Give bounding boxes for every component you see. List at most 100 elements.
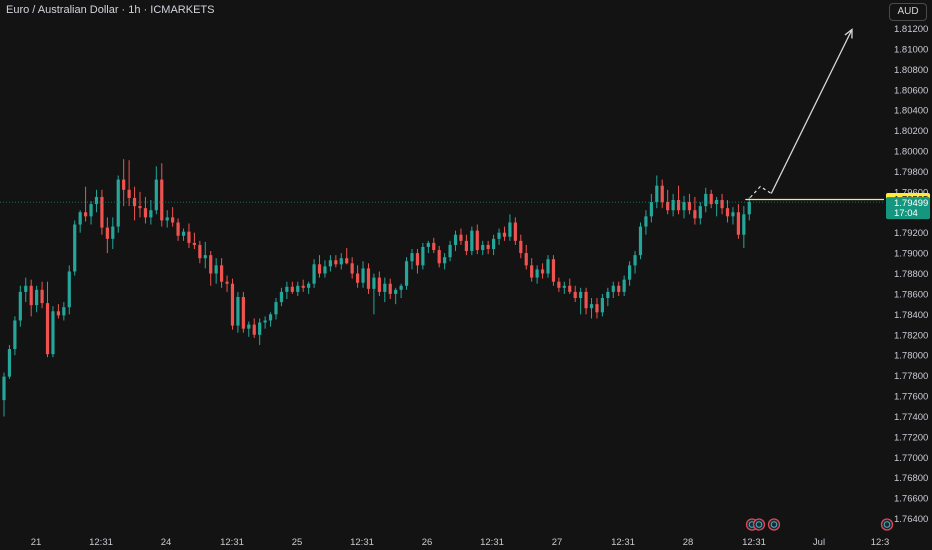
candle-up: [404, 261, 409, 286]
candle-down: [666, 202, 670, 211]
event-icon[interactable]: [752, 518, 766, 531]
candle-down: [127, 189, 131, 198]
projection-dashed-path: [749, 185, 772, 198]
candle-up: [562, 285, 566, 288]
price-tick-label: 1.76400: [894, 514, 928, 525]
candle-down: [198, 244, 202, 259]
candle-down: [122, 179, 126, 190]
candle-up: [2, 376, 6, 401]
price-tick-label: 1.76800: [894, 473, 928, 484]
price-tick-label: 1.76600: [894, 494, 928, 505]
symbol-title[interactable]: Euro / Australian Dollar · 1h · ICMARKET…: [6, 4, 215, 16]
trend-arrow-line: [770, 29, 853, 194]
candle-down: [432, 242, 436, 251]
price-tick-label: 1.77600: [894, 392, 928, 403]
candle-down: [660, 185, 664, 203]
candle-up: [421, 246, 425, 266]
candle-up: [443, 257, 447, 264]
candle-down: [356, 273, 360, 283]
candle-down: [334, 260, 338, 265]
candle-up: [181, 231, 186, 236]
price-tick-label: 1.80800: [894, 65, 928, 76]
candle-down: [584, 291, 588, 309]
candle-down: [29, 285, 33, 306]
price-tick-label: 1.77400: [894, 412, 928, 423]
countdown-label: 17:04: [894, 208, 918, 219]
candle-down: [736, 212, 740, 235]
candle-down: [45, 303, 50, 355]
candle-down: [105, 227, 109, 239]
time-axis[interactable]: 21 12:31 24 12:31 25 12:31 26 12:31 27 12:31 28 12:…: [31, 537, 890, 548]
trend-arrow-head: [844, 28, 853, 39]
candle-down: [687, 202, 692, 211]
time-tick-label: 28: [683, 537, 694, 548]
candle-down: [160, 179, 164, 221]
candle-down: [530, 265, 534, 278]
candle-up: [628, 265, 632, 280]
time-tick-label: 27: [552, 537, 563, 548]
candle-up: [247, 324, 251, 329]
candle-up: [78, 212, 82, 225]
candle-down: [241, 296, 245, 329]
candle-down: [693, 210, 697, 219]
candle-up: [89, 204, 93, 217]
candle-up: [622, 279, 626, 292]
candle-up: [747, 202, 751, 215]
candle-down: [524, 253, 528, 266]
time-tick-label: 12:31: [89, 537, 113, 548]
event-markers[interactable]: [745, 518, 894, 531]
candle-up: [361, 268, 365, 283]
candle-down: [225, 281, 229, 284]
candle-up: [312, 264, 316, 284]
current-price-label: 1.79499: [894, 198, 928, 209]
candle-down: [388, 283, 392, 294]
price-tick-label: 1.80600: [894, 85, 928, 96]
candle-down: [176, 222, 180, 236]
candle-up: [116, 179, 120, 227]
candle-down: [573, 291, 577, 299]
candle-down: [100, 196, 104, 228]
candles-layer: [2, 159, 751, 417]
candle-down: [143, 208, 148, 218]
candle-up: [492, 238, 496, 250]
candle-up: [638, 226, 643, 256]
candle-up: [7, 349, 12, 377]
candle-up: [372, 277, 376, 289]
event-icon[interactable]: [767, 518, 781, 531]
currency-button[interactable]: AUD: [889, 3, 927, 21]
candle-up: [611, 285, 615, 292]
candle-down: [551, 259, 556, 282]
event-icon[interactable]: [880, 518, 894, 531]
candle-up: [410, 253, 414, 262]
candle-up: [263, 320, 267, 323]
candle-up: [742, 214, 746, 235]
candle-down: [557, 281, 561, 288]
time-tick-label: 12:31: [742, 537, 766, 548]
time-tick-label: 12:31: [480, 537, 504, 548]
price-tick-label: 1.79200: [894, 228, 928, 239]
candle-down: [377, 277, 381, 292]
candle-up: [268, 314, 273, 321]
candle-up: [383, 283, 387, 292]
candle-down: [540, 269, 545, 274]
candle-up: [546, 259, 550, 274]
candle-up: [62, 307, 66, 316]
candle-up: [600, 298, 604, 313]
time-tick-label: 24: [161, 537, 172, 548]
candle-up: [649, 202, 653, 217]
candle-down: [709, 193, 713, 205]
time-tick-label: 12:31: [220, 537, 244, 548]
overlay-layer: [0, 28, 884, 203]
candle-down: [290, 286, 294, 292]
candle-up: [165, 217, 169, 221]
time-tick-label: 12:3: [871, 537, 890, 548]
candle-up: [589, 304, 594, 309]
candle-up: [279, 291, 284, 303]
candle-up: [633, 255, 637, 266]
candle-down: [366, 268, 371, 289]
candle-up: [671, 200, 675, 211]
candle-down: [230, 283, 235, 326]
price-axis[interactable]: 1.81200 1.81000 1.80800 1.80600 1.80400 1.802…: [894, 24, 928, 525]
candle-up: [149, 210, 153, 218]
